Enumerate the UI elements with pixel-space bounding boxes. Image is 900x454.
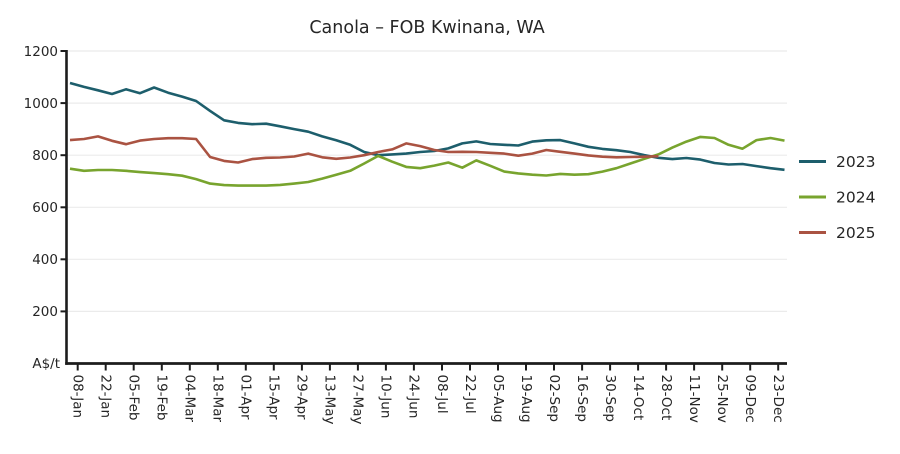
- series-line-2025: [69, 135, 659, 164]
- x-tick-label-09-Dec: 09-Dec: [742, 375, 758, 423]
- axes: [60, 50, 787, 371]
- y-axis-tick-labels: 200 400 600 800 1000 1200: [24, 44, 58, 320]
- x-tick-label-30-Sep: 30-Sep: [602, 375, 618, 423]
- legend-label-2024: 2024: [836, 189, 875, 207]
- legend-item-2024: 2024: [799, 189, 875, 207]
- x-tick-label-04-Mar: 04-Mar: [182, 375, 198, 423]
- y-tick-label-200: 200: [32, 304, 58, 320]
- series-line-2024: [69, 135, 785, 187]
- x-tick-label-22-Jan: 22-Jan: [98, 375, 114, 419]
- y-tick-label-1200: 1200: [24, 44, 58, 60]
- x-axis-tick-labels: 08-Jan 22-Jan 05-Feb 19-Feb 04-Mar 18-Mar 01-A…: [70, 375, 787, 425]
- x-tick-label-02-Sep: 02-Sep: [546, 375, 562, 423]
- x-tick-label-22-Jul: 22-Jul: [462, 375, 478, 414]
- x-tick-label-18-Mar: 18-Mar: [210, 375, 226, 423]
- x-tick-label-10-Jun: 10-Jun: [378, 375, 394, 419]
- y-axis-unit-label: A$/t: [32, 356, 60, 372]
- x-tick-label-05-Feb: 05-Feb: [126, 375, 142, 421]
- y-tick-label-1000: 1000: [24, 96, 58, 112]
- x-tick-label-19-Aug: 19-Aug: [518, 375, 534, 423]
- x-tick-label-27-May: 27-May: [350, 375, 366, 425]
- y-tick-label-800: 800: [32, 148, 58, 164]
- x-tick-label-08-Jul: 08-Jul: [434, 375, 450, 414]
- y-tick-label-400: 400: [32, 252, 58, 268]
- legend-item-2025: 2025: [799, 224, 875, 242]
- x-tick-label-13-May: 13-May: [322, 375, 338, 425]
- x-tick-label-19-Feb: 19-Feb: [154, 375, 170, 421]
- chart-title: Canola – FOB Kwinana, WA: [309, 18, 544, 38]
- x-tick-label-15-Apr: 15-Apr: [266, 375, 282, 421]
- x-tick-label-01-Apr: 01-Apr: [238, 375, 254, 421]
- x-tick-label-24-Jun: 24-Jun: [406, 375, 422, 419]
- x-tick-label-28-Oct: 28-Oct: [658, 375, 674, 421]
- legend: 2023 2024 2025: [799, 153, 875, 242]
- x-tick-label-23-Dec: 23-Dec: [770, 375, 786, 423]
- series-lines: [69, 81, 785, 187]
- x-tick-label-25-Nov: 25-Nov: [714, 375, 730, 423]
- x-tick-label-14-Oct: 14-Oct: [630, 375, 646, 421]
- legend-label-2023: 2023: [836, 153, 875, 171]
- gridlines: [66, 50, 787, 312]
- x-tick-label-05-Aug: 05-Aug: [490, 375, 506, 423]
- x-tick-label-16-Sep: 16-Sep: [574, 375, 590, 423]
- legend-item-2023: 2023: [799, 153, 875, 171]
- x-tick-label-08-Jan: 08-Jan: [70, 375, 86, 419]
- y-tick-label-600: 600: [32, 200, 58, 216]
- x-tick-label-29-Apr: 29-Apr: [294, 375, 310, 421]
- legend-label-2025: 2025: [836, 224, 875, 242]
- x-tick-label-11-Nov: 11-Nov: [686, 375, 702, 423]
- series-line-2023: [69, 81, 785, 172]
